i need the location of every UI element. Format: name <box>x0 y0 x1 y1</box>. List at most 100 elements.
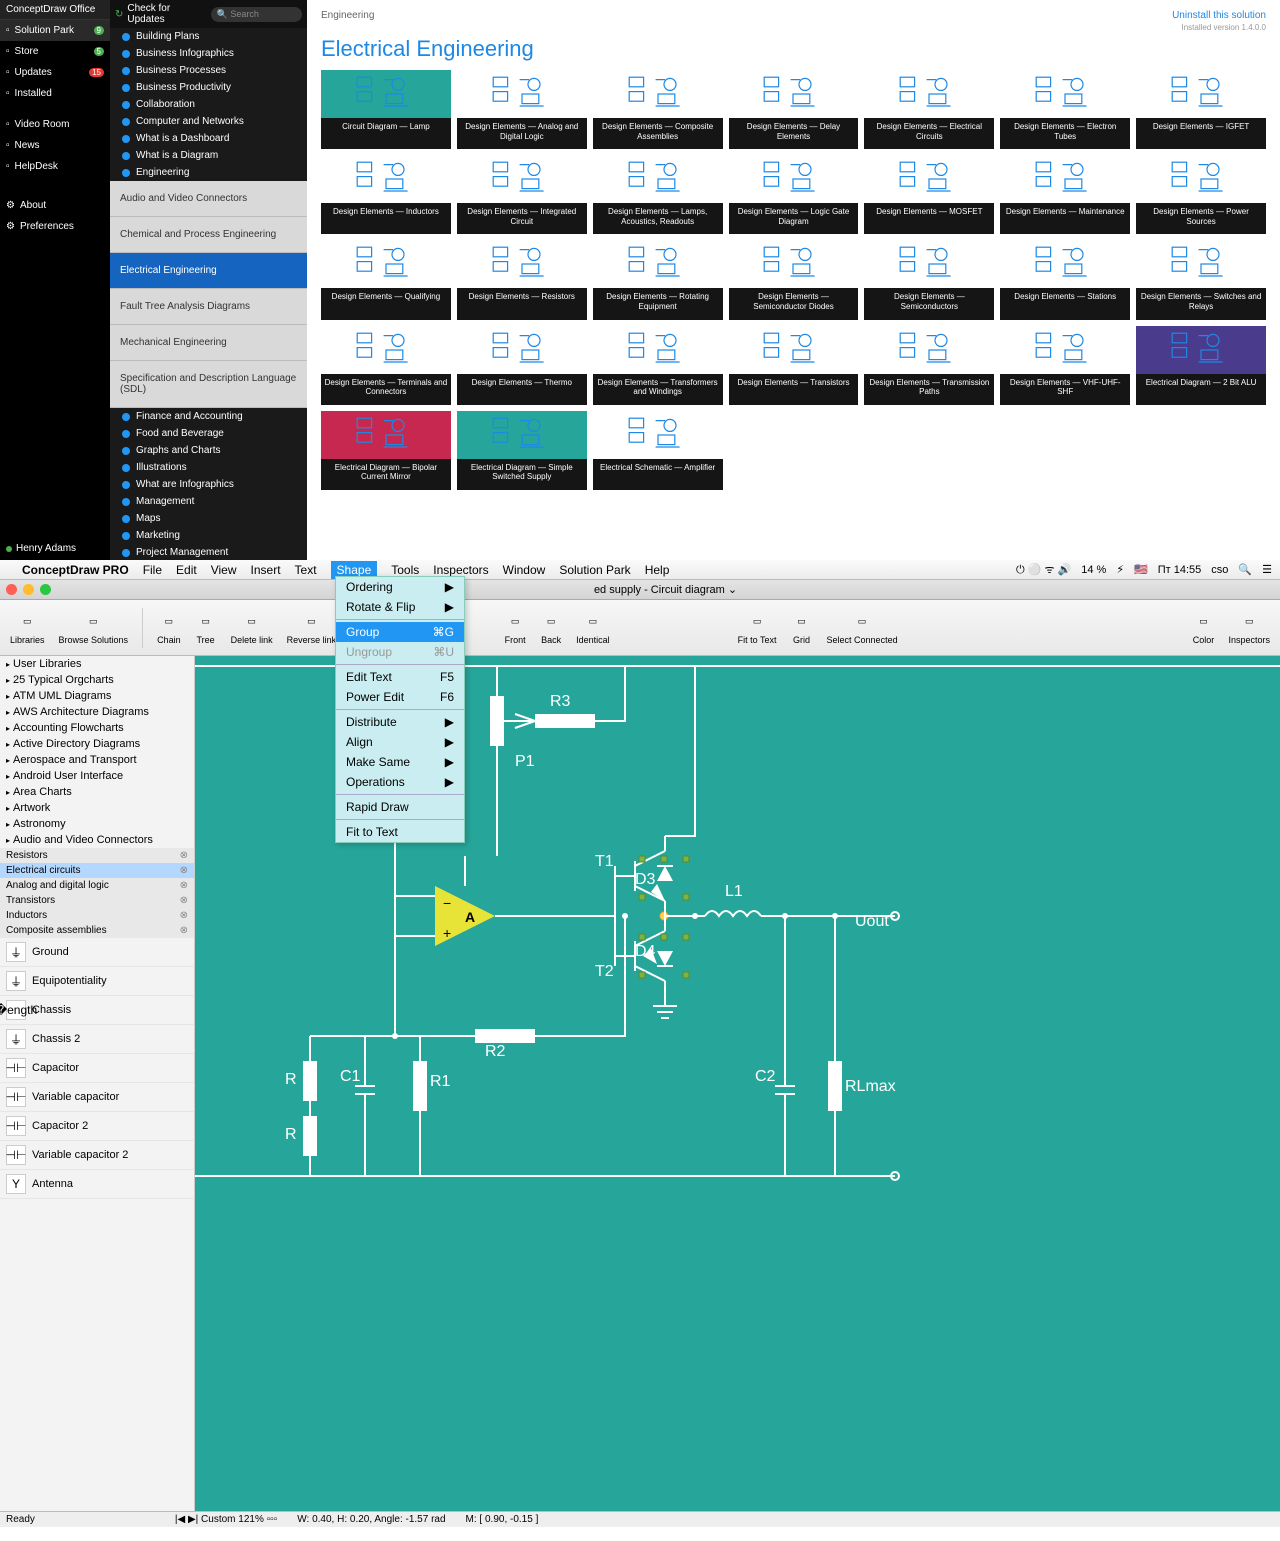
lib-category[interactable]: ▸Active Directory Diagrams <box>0 736 194 752</box>
shape-item[interactable]: �engthChassis <box>0 996 194 1025</box>
gallery-card[interactable]: Design Elements — Integrated Circuit <box>457 155 587 234</box>
tree-item[interactable]: Maps <box>110 510 307 527</box>
gallery-card[interactable]: Design Elements — Qualifying <box>321 240 451 319</box>
spotlight-icon[interactable]: 🔍 <box>1238 563 1252 576</box>
menu-view[interactable]: View <box>211 563 237 577</box>
gallery-card[interactable]: Electrical Diagram — 2 Bit ALU <box>1136 326 1266 405</box>
zoom-button[interactable] <box>40 584 51 595</box>
minimize-button[interactable] <box>23 584 34 595</box>
tree-item[interactable]: Graphs and Charts <box>110 442 307 459</box>
tree-item[interactable]: Food and Beverage <box>110 425 307 442</box>
lib-sub[interactable]: Composite assemblies⊗ <box>0 923 194 938</box>
menu-item[interactable]: Power EditF6 <box>336 687 464 707</box>
lib-sub[interactable]: Transistors⊗ <box>0 893 194 908</box>
accordion-item[interactable]: Mechanical Engineering <box>110 325 307 361</box>
menu-item[interactable]: Rotate & Flip▶ <box>336 597 464 617</box>
tree-item[interactable]: Business Infographics <box>110 45 307 62</box>
tree-item[interactable]: Computer and Networks <box>110 113 307 130</box>
gallery-card[interactable]: Design Elements — Electron Tubes <box>1000 70 1130 149</box>
shape-item[interactable]: ⏚Chassis 2 <box>0 1025 194 1054</box>
gallery-card[interactable]: Design Elements — VHF-UHF-SHF <box>1000 326 1130 405</box>
menu-solution park[interactable]: Solution Park <box>559 563 630 577</box>
gallery-card[interactable]: Design Elements — Electrical Circuits <box>864 70 994 149</box>
menu-insert[interactable]: Insert <box>251 563 281 577</box>
tb-fit-to-text[interactable]: ▭Fit to Text <box>738 611 777 645</box>
menu-item[interactable]: Edit TextF5 <box>336 667 464 687</box>
menu-item[interactable]: Rapid Draw <box>336 797 464 817</box>
lib-category[interactable]: ▸Android User Interface <box>0 768 194 784</box>
tree-item[interactable]: Illustrations <box>110 459 307 476</box>
gallery-card[interactable]: Design Elements — Analog and Digital Log… <box>457 70 587 149</box>
lib-sub[interactable]: Analog and digital logic⊗ <box>0 878 194 893</box>
gallery-card[interactable]: Design Elements — Rotating Equipment <box>593 240 723 319</box>
nav-item[interactable]: ▫HelpDesk <box>0 156 110 177</box>
tree-item[interactable]: What is a Diagram <box>110 147 307 164</box>
lib-sub[interactable]: Electrical circuits⊗ <box>0 863 194 878</box>
gallery-card[interactable]: Design Elements — Delay Elements <box>729 70 859 149</box>
gallery-card[interactable]: Design Elements — Lamps, Acoustics, Read… <box>593 155 723 234</box>
nav-item[interactable]: ▫Solution Park9 <box>0 20 110 41</box>
gallery-card[interactable]: Design Elements — Thermo <box>457 326 587 405</box>
tree-item[interactable]: Business Processes <box>110 62 307 79</box>
shape-item[interactable]: ⏚Equipotentiality <box>0 967 194 996</box>
uninstall-link[interactable]: Uninstall this solution <box>1172 10 1266 21</box>
gallery-card[interactable]: Design Elements — Logic Gate Diagram <box>729 155 859 234</box>
search-input[interactable]: 🔍 Search <box>211 7 302 22</box>
tree-item[interactable]: What is a Dashboard <box>110 130 307 147</box>
tree-item[interactable]: Building Plans <box>110 28 307 45</box>
nav-item[interactable]: ▫Updates15 <box>0 62 110 83</box>
menu-help[interactable]: Help <box>645 563 670 577</box>
tb-inspectors[interactable]: ▭Inspectors <box>1228 611 1270 645</box>
gallery-card[interactable]: Circuit Diagram — Lamp <box>321 70 451 149</box>
accordion-item[interactable]: Fault Tree Analysis Diagrams <box>110 289 307 325</box>
tb-select-connected[interactable]: ▭Select Connected <box>827 611 898 645</box>
shape-item[interactable]: ⊣⊢Variable capacitor 2 <box>0 1141 194 1170</box>
nav-item[interactable]: ▫Video Room <box>0 114 110 135</box>
menu-window[interactable]: Window <box>503 563 546 577</box>
accordion-item[interactable]: Specification and Description Language (… <box>110 361 307 408</box>
gallery-card[interactable]: Design Elements — Stations <box>1000 240 1130 319</box>
lib-sub[interactable]: Resistors⊗ <box>0 848 194 863</box>
tb-chain[interactable]: ▭Chain <box>157 611 181 645</box>
wifi-icon[interactable]: ⏻ ⚪ ᯤ 🔊 <box>1016 562 1071 577</box>
menu-item[interactable]: Group⌘G <box>336 622 464 642</box>
tb-reverse-link[interactable]: ▭Reverse link <box>287 611 337 645</box>
menu-item[interactable]: Ordering▶ <box>336 577 464 597</box>
doc-title[interactable]: ed supply - Circuit diagram ⌄ <box>594 583 737 596</box>
gallery-card[interactable]: Design Elements — IGFET <box>1136 70 1266 149</box>
nav-item[interactable]: ⚙About <box>0 195 110 216</box>
gallery-card[interactable]: Design Elements — Power Sources <box>1136 155 1266 234</box>
menu-text[interactable]: Text <box>295 563 317 577</box>
tb-delete-link[interactable]: ▭Delete link <box>231 611 273 645</box>
tb-front[interactable]: ▭Front <box>504 611 526 645</box>
gallery-card[interactable]: Design Elements — Transformers and Windi… <box>593 326 723 405</box>
tb-browse-solutions[interactable]: ▭Browse Solutions <box>59 611 129 645</box>
lib-sub[interactable]: Inductors⊗ <box>0 908 194 923</box>
gallery-card[interactable]: Design Elements — Transmission Paths <box>864 326 994 405</box>
lib-category[interactable]: ▸ATM UML Diagrams <box>0 688 194 704</box>
lib-category[interactable]: ▸Accounting Flowcharts <box>0 720 194 736</box>
menu-item[interactable]: Align▶ <box>336 732 464 752</box>
gallery-card[interactable]: Design Elements — Resistors <box>457 240 587 319</box>
gallery-card[interactable]: Design Elements — MOSFET <box>864 155 994 234</box>
tree-item[interactable]: What are Infographics <box>110 476 307 493</box>
gallery-card[interactable]: Design Elements — Semiconductor Diodes <box>729 240 859 319</box>
gallery-card[interactable]: Electrical Diagram — Bipolar Current Mir… <box>321 411 451 490</box>
nav-item[interactable]: ▫Store5 <box>0 41 110 62</box>
menu-file[interactable]: File <box>143 563 162 577</box>
tree-item[interactable]: Marketing <box>110 527 307 544</box>
tree-item[interactable]: Management <box>110 493 307 510</box>
app-name[interactable]: ConceptDraw PRO <box>22 563 129 577</box>
gallery-card[interactable]: Electrical Schematic — Amplifier <box>593 411 723 490</box>
gallery-card[interactable]: Design Elements — Transistors <box>729 326 859 405</box>
tree-item[interactable]: Engineering <box>110 164 307 181</box>
accordion-item[interactable]: Chemical and Process Engineering <box>110 217 307 253</box>
gallery-card[interactable]: Design Elements — Terminals and Connecto… <box>321 326 451 405</box>
tree-item[interactable]: Project Management <box>110 544 307 560</box>
shape-item[interactable]: ⊣⊢Variable capacitor <box>0 1083 194 1112</box>
tb-grid[interactable]: ▭Grid <box>791 611 813 645</box>
gallery-card[interactable]: Design Elements — Semiconductors <box>864 240 994 319</box>
tb-tree[interactable]: ▭Tree <box>195 611 217 645</box>
nav-item[interactable]: ▫News <box>0 135 110 156</box>
accordion-item[interactable]: Audio and Video Connectors <box>110 181 307 217</box>
